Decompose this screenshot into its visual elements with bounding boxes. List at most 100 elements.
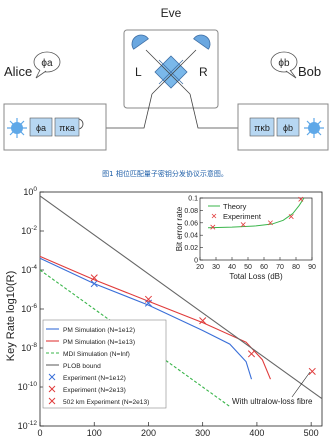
- inset-chart: 0 0.02 0.04 0.06 0.08 0.1 20 30 40 50 60 70 80 90 Theo…: [175, 196, 316, 282]
- inset-x-tick-label: 40: [228, 264, 236, 271]
- inset-y-axis-label: Bit error rate: [175, 206, 184, 251]
- detector-l-icon: [131, 34, 149, 50]
- alice-random-phase: [54, 117, 80, 137]
- x-tick-label: 500: [304, 428, 319, 438]
- x-tick-label: 400: [249, 428, 264, 438]
- detector-r-label: R: [199, 65, 208, 79]
- eve-label: Eve: [161, 6, 182, 20]
- inset-y-tick-label: 0.08: [184, 208, 198, 215]
- inset-y-tick-label: 0: [194, 258, 198, 265]
- x-tick-label: 300: [195, 428, 210, 438]
- legend-label: Experiment (N=2e13): [63, 387, 126, 394]
- inset-legend-marker: [211, 213, 217, 219]
- legend-label: PLOB bound: [63, 363, 101, 370]
- inset-legend-label: Experiment: [223, 212, 262, 221]
- y-tick-label: 100: [23, 186, 37, 197]
- marker-stroke: [90, 280, 98, 288]
- alice-label: Alice: [4, 64, 32, 79]
- inset-x-tick-label: 30: [212, 264, 220, 271]
- fibre-right: [189, 93, 238, 129]
- x-tick-label: 100: [87, 428, 102, 438]
- marker-stroke: [144, 295, 153, 303]
- experiment-point: [90, 280, 98, 288]
- inset-y-tick-label: 0.06: [184, 220, 198, 227]
- inset-theory-line: [207, 197, 305, 229]
- bob-phase-modulator: [276, 117, 300, 137]
- series-line: [39, 255, 271, 380]
- legend-label: 502 km Experiment (N=2e13): [63, 399, 149, 406]
- legend-label: MDI Simulation (N=Inf): [63, 351, 130, 358]
- inset-experiment-point: [288, 214, 294, 220]
- inset-frame: [199, 197, 313, 261]
- inset-y-tick-label: 0.02: [184, 245, 198, 252]
- inset-y-tick-label: 0.1: [188, 196, 198, 203]
- legend-label: PM Simulation (N=1e13): [63, 339, 135, 346]
- inset-experiment-point: [267, 220, 273, 226]
- inset-x-tick-label: 20: [196, 264, 204, 271]
- alice-phase-bubble: ϕa: [33, 51, 61, 79]
- svg-text:ϕb: ϕb: [278, 58, 290, 69]
- marker-stroke: [199, 317, 207, 325]
- legend-label: PM Simulation (N=1e12): [63, 327, 135, 334]
- beam-splitter-icon: [154, 55, 188, 89]
- series-line: [39, 269, 231, 407]
- legend-marker: [48, 385, 56, 393]
- legend-label: Experiment (N=1e12): [63, 375, 126, 382]
- bob-random-phase: [249, 117, 275, 137]
- x-tick-label: 200: [141, 428, 156, 438]
- y-tick-label: 10-6: [21, 303, 37, 314]
- series-line: [39, 195, 323, 400]
- inset-x-axis-label: Total Loss (dB): [229, 272, 283, 281]
- inset-x-tick-label: 70: [276, 264, 284, 271]
- experiment-point: [90, 274, 98, 282]
- alice-box: [3, 103, 107, 151]
- annotation-arrow: [291, 371, 311, 398]
- legend-marker: [48, 397, 56, 405]
- eve-box: [123, 29, 219, 109]
- x-tick-label: 0: [37, 428, 42, 438]
- svg-text:ϕa: ϕa: [36, 123, 46, 133]
- experiment-point: [199, 317, 207, 325]
- alice-laser-icon: [7, 118, 27, 138]
- fibre-left: [106, 93, 153, 129]
- bob-box: [237, 103, 329, 151]
- inset-x-tick-label: 80: [292, 264, 300, 271]
- inset-x-tick-label: 90: [308, 264, 316, 271]
- y-tick-label: 10-4: [21, 264, 37, 275]
- inset-x-tick-label: 50: [244, 264, 252, 271]
- y-tick-label: 10-2: [21, 225, 37, 236]
- inset-experiment-point: [210, 224, 216, 230]
- detector-r-icon: [193, 34, 211, 50]
- legend-box: [42, 319, 167, 409]
- experiment-point: [308, 367, 316, 375]
- svg-text:ϕa: ϕa: [41, 58, 53, 69]
- legend: PM Simulation (N=1e12) PM Simulation (N=1…: [42, 319, 167, 409]
- inset-experiment-point: [240, 222, 246, 228]
- alice-phase-modulator: [29, 117, 53, 137]
- experiment-point: [144, 295, 153, 303]
- bob-phase-bubble: ϕb: [270, 51, 298, 79]
- detector-l-label: L: [135, 65, 142, 79]
- marker-stroke: [90, 274, 98, 282]
- bob-label: Bob: [298, 64, 321, 79]
- y-tick-label: 10-8: [21, 342, 37, 353]
- inset-x-tick-label: 60: [260, 264, 268, 271]
- bob-laser-icon: [304, 118, 324, 138]
- annotation-ultralow: With ultralow-loss fibre: [232, 397, 313, 406]
- svg-text:πκa: πκa: [59, 123, 75, 133]
- legend-marker: [48, 373, 56, 381]
- y-axis-label: Key Rate log10(R): [5, 271, 17, 362]
- inset-experiment-point: [298, 196, 304, 202]
- inset-y-tick-label: 0.04: [184, 233, 198, 240]
- svg-text:ϕb: ϕb: [283, 123, 293, 133]
- figure-caption: 图1 相位匹配量子密钥分发协议示意图。: [102, 169, 228, 178]
- pm-qkd-diagram: Eve L R Alice ϕa ϕa πκa Bob: [3, 6, 329, 178]
- marker-stroke: [247, 350, 256, 358]
- marker-stroke: [308, 367, 316, 375]
- y-tick-label: 10-12: [18, 420, 38, 431]
- experiment-point: [247, 350, 256, 358]
- y-tick-label: 10-10: [18, 381, 38, 392]
- svg-text:πκb: πκb: [254, 123, 270, 133]
- inset-legend-label: Theory: [223, 202, 247, 211]
